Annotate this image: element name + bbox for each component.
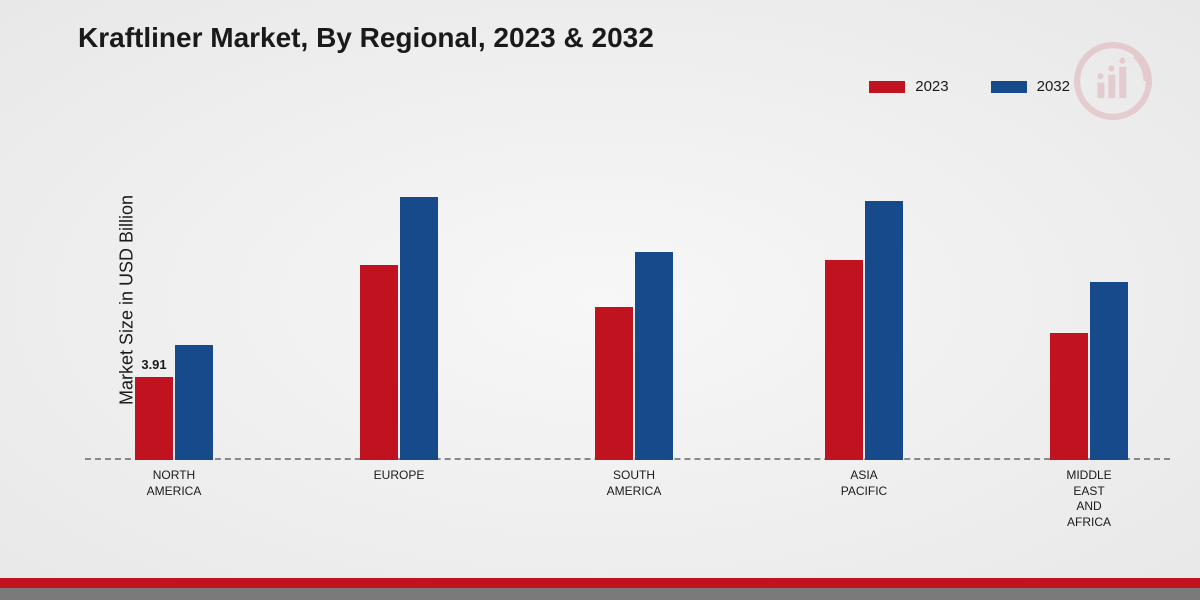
x-axis-category-label: EUROPE xyxy=(374,468,425,484)
legend-item-2023: 2023 xyxy=(869,78,948,95)
watermark-logo-icon xyxy=(1074,42,1152,120)
bar-group xyxy=(825,201,903,460)
legend-swatch-2023 xyxy=(869,81,905,93)
bar-2023 xyxy=(1050,333,1088,461)
bar-group xyxy=(1050,282,1128,461)
bar-group xyxy=(360,197,438,461)
x-axis-category-label: ASIAPACIFIC xyxy=(841,468,887,499)
plot-area: 3.91 xyxy=(85,120,1170,460)
legend-label-2023: 2023 xyxy=(915,78,948,95)
bar-2023: 3.91 xyxy=(135,377,173,460)
legend-swatch-2032 xyxy=(991,81,1027,93)
legend: 2023 2032 xyxy=(869,78,1070,95)
footer-grey-bar xyxy=(0,588,1200,600)
x-axis-category-label: MIDDLEEASTANDAFRICA xyxy=(1066,468,1111,530)
bar-2032 xyxy=(400,197,438,461)
chart-title: Kraftliner Market, By Regional, 2023 & 2… xyxy=(78,22,654,54)
bar-2032 xyxy=(1090,282,1128,461)
bar-2032 xyxy=(175,345,213,460)
footer-accent-bar xyxy=(0,578,1200,588)
legend-label-2032: 2032 xyxy=(1037,78,1070,95)
bar-value-label: 3.91 xyxy=(141,357,166,372)
bar-2032 xyxy=(865,201,903,460)
bar-2032 xyxy=(635,252,673,460)
bar-2023 xyxy=(825,260,863,460)
bar-2023 xyxy=(595,307,633,460)
bar-2023 xyxy=(360,265,398,461)
chart-container: Kraftliner Market, By Regional, 2023 & 2… xyxy=(0,0,1200,600)
bar-group: 3.91 xyxy=(135,345,213,460)
x-axis-category-label: NORTHAMERICA xyxy=(147,468,202,499)
x-axis-category-label: SOUTHAMERICA xyxy=(607,468,662,499)
bar-group xyxy=(595,252,673,460)
legend-item-2032: 2032 xyxy=(991,78,1070,95)
